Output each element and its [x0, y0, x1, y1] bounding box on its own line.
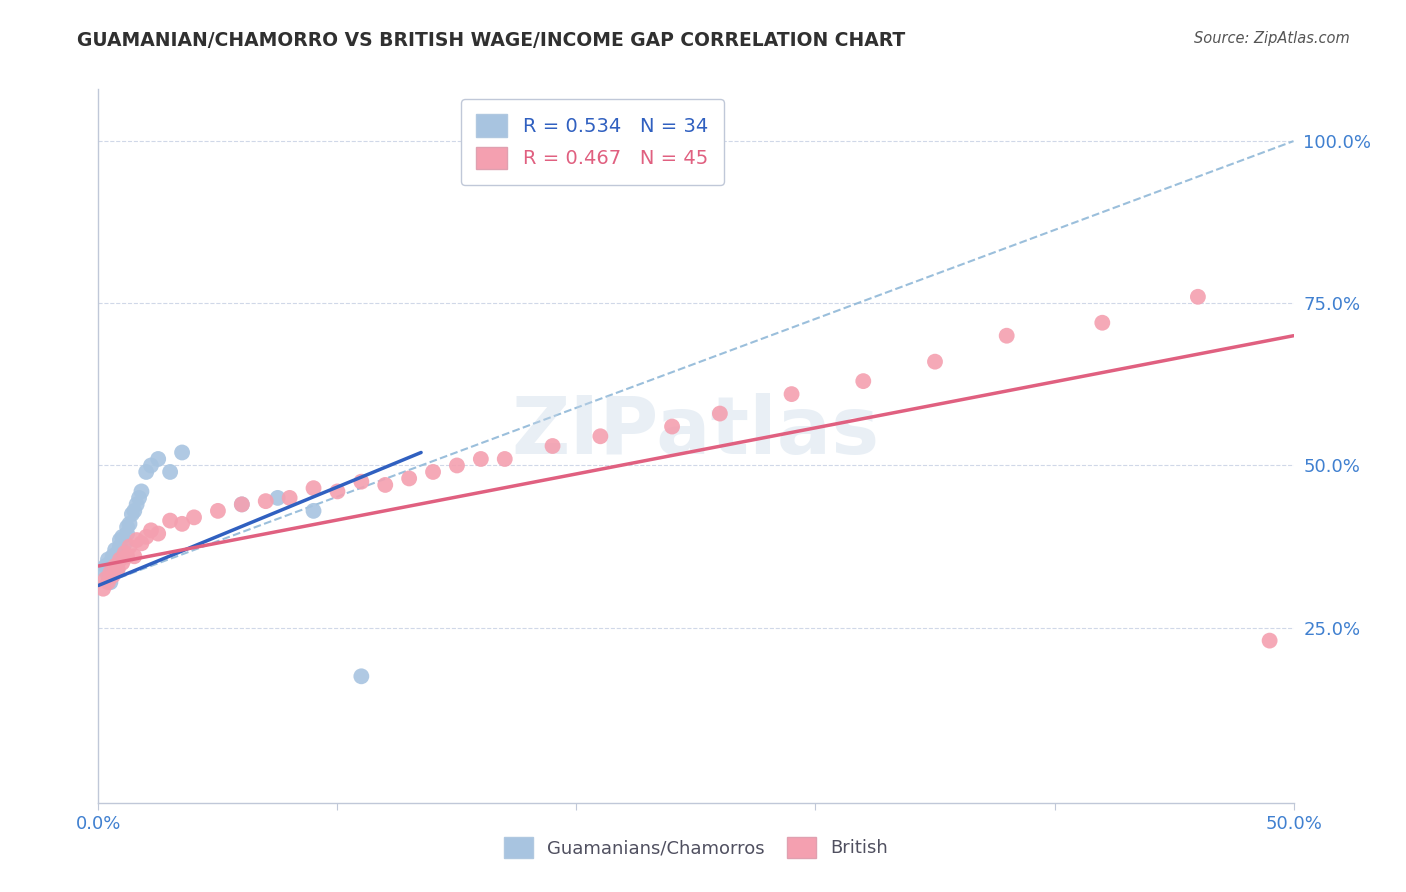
Point — [398, 471, 420, 485]
Point — [97, 568, 120, 582]
Point — [107, 546, 129, 560]
Text: ZIPatlas: ZIPatlas — [512, 392, 880, 471]
Point — [494, 452, 516, 467]
Point — [108, 552, 131, 566]
Point — [98, 566, 122, 580]
Point — [302, 504, 325, 518]
Point — [124, 549, 146, 564]
Point — [350, 669, 373, 683]
Point — [108, 533, 131, 547]
Point — [91, 582, 114, 596]
Point — [115, 520, 138, 534]
Point — [148, 452, 170, 467]
Point — [852, 374, 875, 388]
Point — [118, 516, 141, 531]
Point — [159, 514, 181, 528]
Point — [135, 530, 157, 544]
Point — [302, 481, 325, 495]
Point — [589, 429, 612, 443]
Point — [125, 533, 148, 547]
Point — [148, 526, 170, 541]
Point — [101, 568, 124, 582]
Point — [108, 540, 131, 554]
Point — [104, 542, 127, 557]
Point — [125, 497, 148, 511]
Point — [114, 536, 136, 550]
Point — [267, 491, 290, 505]
Point — [780, 387, 803, 401]
Point — [924, 354, 946, 368]
Point — [115, 549, 138, 564]
Point — [422, 465, 444, 479]
Text: GUAMANIAN/CHAMORRO VS BRITISH WAGE/INCOME GAP CORRELATION CHART: GUAMANIAN/CHAMORRO VS BRITISH WAGE/INCOM… — [77, 31, 905, 50]
Point — [111, 549, 134, 564]
Point — [91, 562, 114, 576]
Point — [374, 478, 396, 492]
Point — [124, 504, 146, 518]
Point — [541, 439, 564, 453]
Point — [115, 526, 138, 541]
Point — [97, 552, 120, 566]
Point — [139, 458, 162, 473]
Point — [995, 328, 1018, 343]
Point — [111, 556, 134, 570]
Point — [98, 556, 122, 570]
Point — [101, 566, 124, 580]
Legend: R = 0.534   N = 34, R = 0.467   N = 45: R = 0.534 N = 34, R = 0.467 N = 45 — [461, 99, 724, 185]
Point — [350, 475, 373, 489]
Point — [159, 465, 181, 479]
Point — [135, 465, 157, 479]
Point — [104, 552, 127, 566]
Point — [172, 445, 194, 459]
Point — [111, 530, 134, 544]
Point — [107, 562, 129, 576]
Point — [446, 458, 468, 473]
Point — [1091, 316, 1114, 330]
Point — [98, 575, 122, 590]
Point — [139, 524, 162, 538]
Point — [709, 407, 731, 421]
Point — [121, 507, 143, 521]
Point — [104, 559, 127, 574]
Point — [94, 572, 117, 586]
Point — [128, 491, 150, 505]
Point — [114, 546, 136, 560]
Point — [131, 536, 153, 550]
Point — [470, 452, 492, 467]
Point — [183, 510, 205, 524]
Point — [94, 559, 117, 574]
Point — [1258, 633, 1281, 648]
Point — [1187, 290, 1209, 304]
Point — [97, 575, 120, 590]
Text: Source: ZipAtlas.com: Source: ZipAtlas.com — [1194, 31, 1350, 46]
Point — [107, 562, 129, 576]
Point — [207, 504, 229, 518]
Point — [172, 516, 194, 531]
Point — [278, 491, 301, 505]
Point — [231, 497, 253, 511]
Point — [231, 497, 253, 511]
Point — [254, 494, 277, 508]
Point — [101, 549, 124, 564]
Point — [118, 540, 141, 554]
Point — [661, 419, 683, 434]
Point — [326, 484, 349, 499]
Point — [131, 484, 153, 499]
